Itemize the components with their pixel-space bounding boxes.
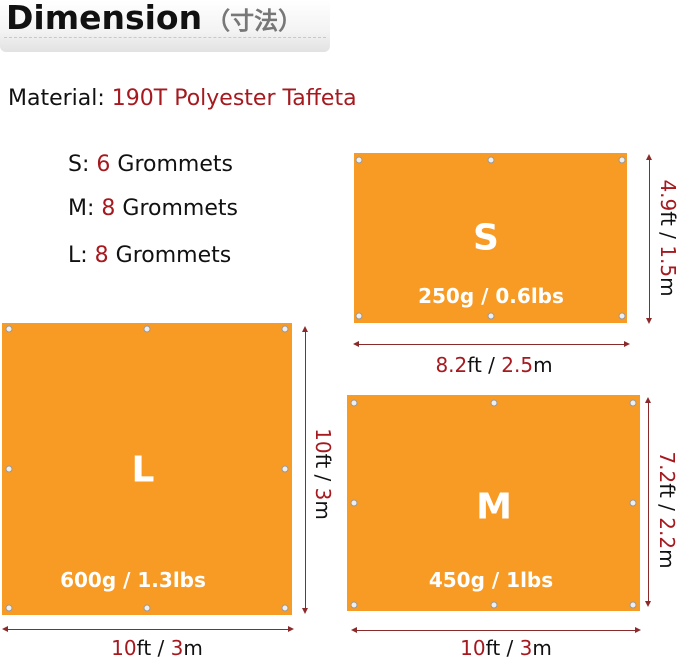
dimension-text: 3 (519, 636, 533, 660)
grommet-icon (5, 604, 13, 612)
tarp-l-height-label: 10ft / 3m (311, 428, 335, 520)
dimension-text: 10 (111, 636, 137, 660)
tarp-l-letter: L (131, 449, 155, 491)
grommet-count: 6 (96, 152, 111, 177)
size-label: S: (68, 152, 90, 177)
grommet-icon (143, 325, 151, 333)
grommets-l: L: 8 Grommets (68, 243, 231, 268)
size-label: M: (68, 196, 95, 221)
dimension-text: ft / (485, 636, 520, 660)
dimension-text: m (656, 277, 679, 297)
grommet-icon (487, 156, 494, 164)
grommet-icon (5, 325, 13, 333)
tarp-m-weight: 450g / 1lbs (428, 568, 554, 592)
grommet-count: 8 (101, 196, 116, 221)
grommets-s: S: 6 Grommets (68, 152, 233, 177)
dimension-text: m (533, 353, 553, 377)
grommets-m: M: 8 Grommets (68, 196, 238, 221)
tarp-l-weight: 600g / 1.3lbs (60, 568, 206, 592)
grommet-icon (490, 601, 497, 609)
tarp-s (354, 153, 627, 323)
dimension-text: ft / (136, 636, 171, 660)
grommet-icon (281, 325, 289, 333)
grommet-icon (350, 499, 358, 507)
tarp-s-letter: S (473, 217, 499, 259)
tarp-m-width-label: 10ft / 3m (460, 636, 552, 660)
grommet-label: Grommets (115, 243, 232, 268)
dimension-text: 1.5 (656, 245, 679, 278)
tarp-s-width-label: 8.2ft / 2.5m (435, 353, 552, 377)
banner-divider (4, 37, 326, 38)
dimension-text: m (183, 636, 203, 660)
dimension-text: m (311, 500, 335, 520)
dimension-text: ft / (311, 453, 335, 488)
grommet-label: Grommets (122, 196, 238, 221)
material-line: Material: 190T Polyester Taffeta (8, 86, 357, 111)
material-value: 190T Polyester Taffeta (111, 86, 357, 111)
tarp-m (347, 395, 640, 611)
title-subtitle: （寸法） (206, 7, 303, 35)
dimension-text: m (532, 636, 552, 660)
grommet-icon (490, 399, 497, 407)
size-label: L: (68, 243, 88, 268)
tarp-s-height-label: 4.9ft / 1.5m (656, 179, 679, 296)
grommet-icon (143, 604, 151, 612)
tarp-m-width-arrow (351, 627, 641, 633)
grommet-count: 8 (94, 243, 109, 268)
dimension-text: 10 (460, 636, 486, 660)
dimension-text: 10 (311, 428, 335, 454)
tarp-l-height-arrow (302, 326, 308, 614)
dimension-text: 3 (311, 487, 335, 501)
dimension-text: 7.2 (655, 451, 679, 484)
title-banner (0, 0, 330, 52)
title-text: Dimension (6, 0, 203, 37)
material-label: Material: (8, 86, 105, 111)
tarp-m-letter: M (476, 486, 512, 528)
grommet-icon (281, 465, 289, 473)
grommet-label: Grommets (117, 152, 233, 177)
tarp-l (2, 323, 292, 615)
dimension-text: m (655, 549, 679, 569)
dimension-text: 2.5 (501, 353, 534, 377)
grommet-icon (350, 601, 358, 609)
page-title: Dimension （寸法） (6, 0, 302, 37)
grommet-icon (350, 399, 358, 407)
grommet-icon (281, 604, 289, 612)
dimension-text: 3 (170, 636, 184, 660)
grommet-icon (629, 601, 637, 609)
dimension-text: 4.9 (656, 179, 679, 212)
tarp-l-width-label: 10ft / 3m (111, 636, 203, 660)
grommet-icon (629, 499, 637, 507)
dimension-text: 2.2 (655, 517, 679, 550)
tarp-s-weight: 250g / 0.6lbs (418, 284, 564, 308)
dimension-text: ft / (467, 353, 502, 377)
tarp-s-height-arrow (646, 154, 652, 324)
grommet-icon (487, 312, 494, 320)
grommet-icon (355, 312, 363, 320)
dimension-text: ft / (655, 483, 679, 518)
tarp-m-height-label: 7.2ft / 2.2m (655, 451, 679, 568)
dimension-text: 8.2 (435, 353, 468, 377)
grommet-icon (618, 156, 626, 164)
tarp-l-width-arrow (2, 626, 294, 632)
tarp-m-height-arrow (645, 397, 651, 607)
tarp-s-width-arrow (353, 341, 630, 347)
grommet-icon (618, 312, 626, 320)
grommet-icon (355, 156, 363, 164)
dimension-text: ft / (656, 211, 679, 246)
grommet-icon (629, 399, 637, 407)
grommet-icon (5, 465, 13, 473)
